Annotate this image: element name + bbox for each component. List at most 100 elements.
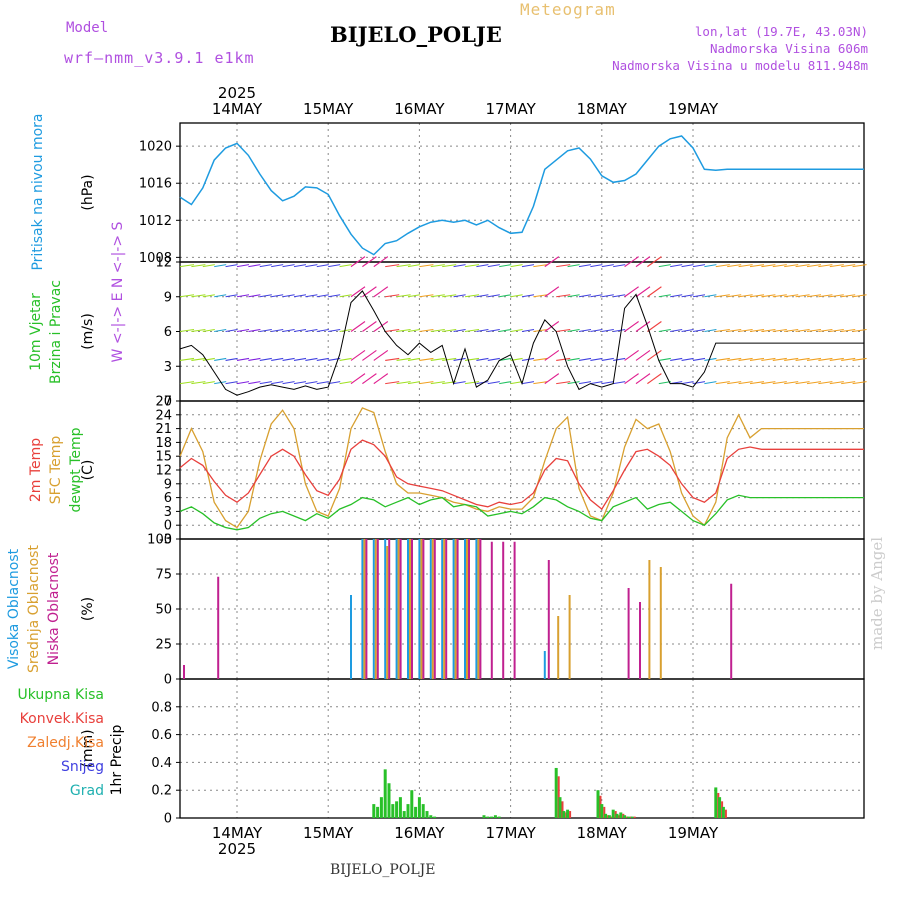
wind-arrow [305,381,318,385]
wind-arrow [476,264,489,268]
wind-arrow [373,256,389,268]
wind-arrow [544,373,560,385]
wind-arrow [692,264,706,268]
wind-arrow [362,321,377,332]
wind-arrow [373,373,389,385]
wind-arrow [202,294,215,298]
wind-arrow [635,286,651,298]
wind-arrow [533,264,548,268]
wind-arrow [818,264,833,268]
wind-arrow [282,328,295,333]
wind-arrow [749,294,765,298]
wind-arrow [556,264,571,268]
wind-speed-line [179,290,864,396]
wind-arrow [670,294,683,298]
unit-label: (hPa) [80,174,96,210]
wind-arrow [385,381,400,385]
wind-arrow [339,357,352,362]
wind-arrow [704,357,717,362]
wind-arrow [305,294,318,298]
wind-arrow [601,357,614,362]
wind-arrow [715,381,730,385]
wind-arrow [613,328,626,333]
precip-bar-total [372,804,376,818]
wind-arrow [499,328,512,333]
precip-bar-total [607,815,611,818]
wind-arrow [179,357,195,362]
wind-arrow [453,381,466,385]
wind-arrow [464,357,480,362]
wind-arrow [259,264,272,268]
precip-bar-total [566,809,570,818]
precip-bar-total [558,797,562,818]
wind-arrow [761,381,776,385]
precip-bar-total [402,811,406,818]
precip-bar-total [376,806,380,818]
day-label-bottom: 17MAY [485,824,536,842]
wind-arrow [248,381,261,385]
panel-frame [179,122,865,263]
wind-arrow [499,357,512,362]
wind-arrow [818,294,833,298]
temp-2m-line [179,439,864,511]
wind-arrow [442,294,457,298]
precip-bar-total [417,797,421,818]
year-label-top: 2025 [218,84,256,102]
wind-arrow [316,328,329,333]
wind-arrow [419,357,434,362]
wind-arrow [647,286,662,298]
wind-arrow [248,357,261,362]
y-tick-label: 0 [164,673,172,688]
wind-arrow [670,264,683,268]
wind-arrow [419,294,434,298]
wind-arrow [453,357,466,362]
wind-arrow [829,357,844,362]
dewpt-axis-title: dewpt Temp [68,427,84,512]
day-label-bottom: 19MAY [668,824,719,842]
wind-arrow [578,328,592,333]
wind-arrow [396,357,411,362]
wind-arrow [396,264,411,268]
precip-bar-total [619,812,623,818]
wind-arrow [499,381,512,385]
wind-arrow [715,294,730,298]
wind-arrow [852,264,867,268]
wind-arrow [442,357,457,362]
wind-arrow [225,357,238,362]
day-label-bottom: 14MAY [212,824,263,842]
wind-arrow [499,264,512,268]
wind-arrow [692,294,706,298]
wind-arrow [499,294,512,298]
wind-arrows-group [179,256,867,385]
pressure-axis-title: Pritisak na nivou mora [30,113,46,270]
wind-arrow [578,294,592,298]
precip-bar-total [425,811,429,818]
y-tick-label: 50 [155,603,172,618]
day-label-bottom: 16MAY [394,824,445,842]
wind-arrow [407,381,421,385]
wind-axis-title-2: Brzina i Pravac [48,280,64,384]
y-tick-label: 0.6 [151,728,172,743]
wind-arrow [692,381,706,385]
wind-arrow [727,328,742,333]
wind-arrow [271,294,284,298]
precip-bar-total [718,797,722,818]
wind-arrow [293,294,307,298]
footer-station: BIJELO_POLJE [330,862,436,878]
panel-4: 0 25 50 75 100 (%) [80,533,865,688]
precip-bar-conv [603,806,606,818]
wind-arrow [191,294,206,298]
wind-arrow [567,381,580,385]
panel-5: 0 0.2 0.4 0.6 0.8 (mm) [80,678,865,827]
dewpt-line [179,494,864,531]
wind-arrow [328,264,341,268]
wind-arrow [795,357,810,362]
wind-arrow [179,381,195,385]
wind-arrow [476,357,489,362]
wind-arrow [487,357,500,362]
mid-cloud-axis-title: Srednja Oblacnost [26,545,42,673]
wind-arrow [214,294,227,298]
station-title: BIJELO_POLJE [330,22,502,47]
wind-arrow [339,328,352,333]
